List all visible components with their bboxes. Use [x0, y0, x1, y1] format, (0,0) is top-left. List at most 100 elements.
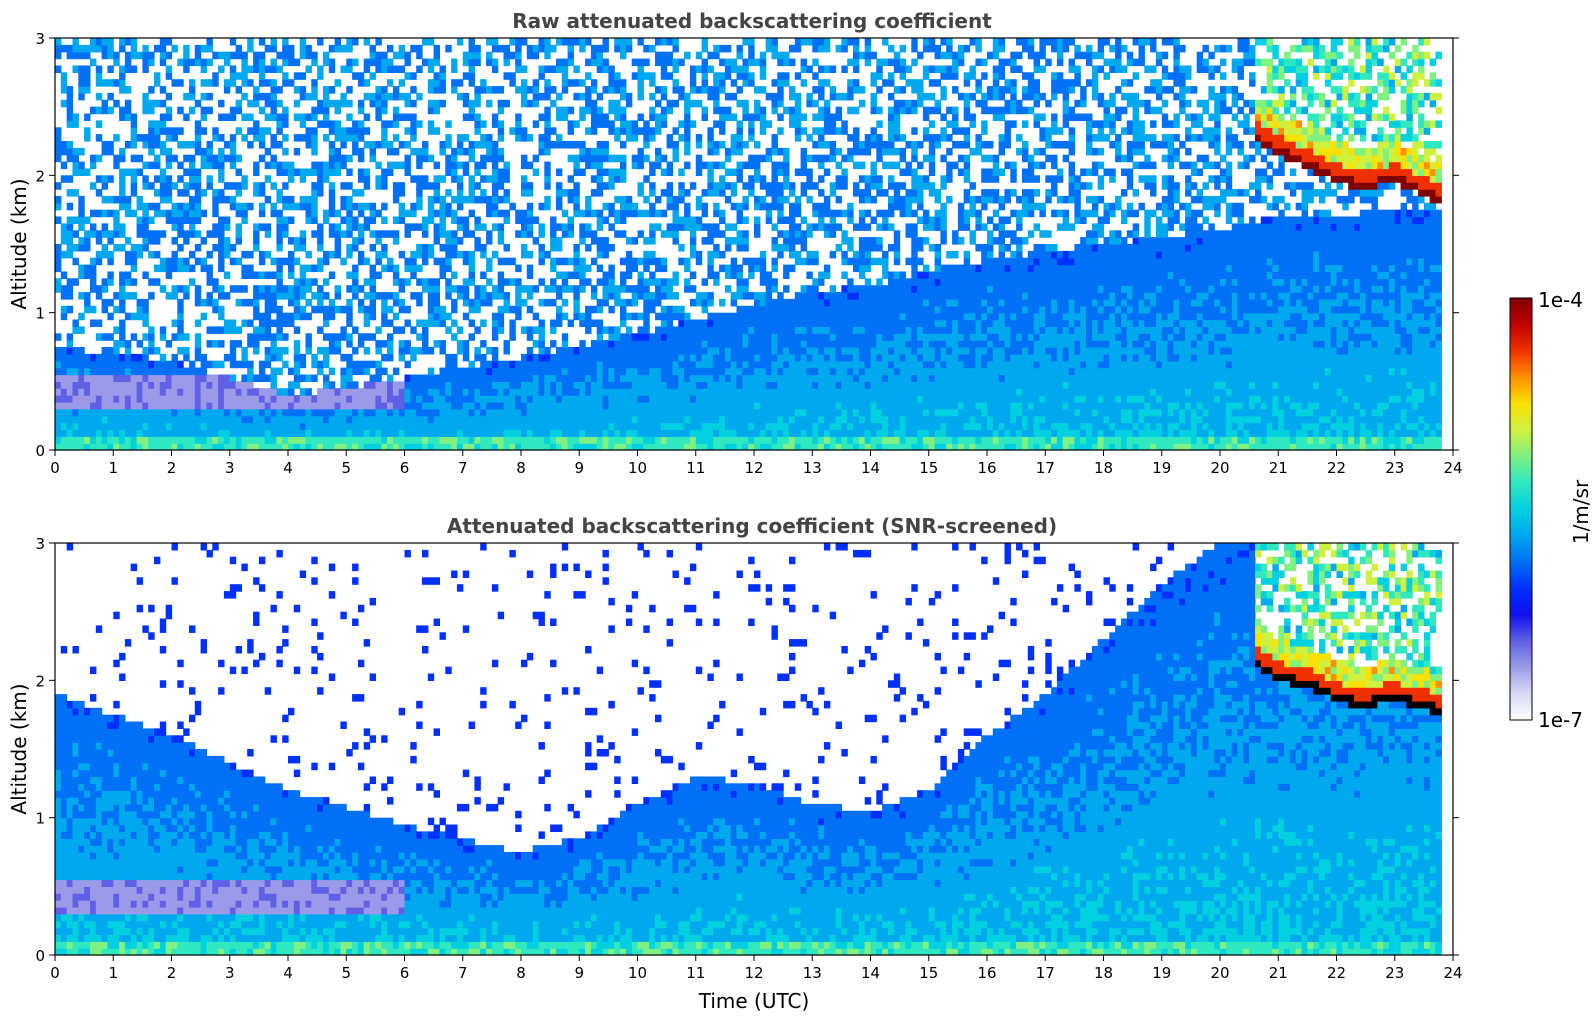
heatmap-cell	[200, 367, 207, 376]
heatmap-cell	[730, 58, 738, 67]
heatmap-cell	[223, 388, 231, 396]
heatmap-cell	[585, 422, 592, 430]
heatmap-cell	[474, 244, 481, 252]
heatmap-cell	[771, 38, 778, 46]
heatmap-cell	[823, 443, 831, 451]
heatmap-cell	[229, 353, 237, 362]
heatmap-cell	[427, 347, 435, 355]
heatmap-cell	[427, 292, 435, 300]
heatmap-cell	[695, 216, 703, 224]
heatmap-cell	[765, 443, 773, 451]
heatmap-cell	[212, 189, 219, 197]
heatmap-cell	[643, 360, 650, 369]
heatmap-cell	[491, 250, 499, 259]
heatmap-cell	[264, 443, 272, 451]
heatmap-cell	[835, 333, 842, 341]
heatmap-cell	[171, 44, 178, 53]
heatmap-cell	[655, 347, 662, 355]
heatmap-cell	[515, 120, 522, 128]
heatmap-cell	[352, 326, 359, 334]
heatmap-cell	[165, 395, 173, 403]
heatmap-cell	[84, 127, 91, 135]
heatmap-cell	[258, 92, 266, 101]
heatmap-cell	[812, 388, 819, 396]
heatmap-cell	[736, 347, 743, 355]
heatmap-cell	[567, 154, 574, 163]
heatmap-cell	[451, 374, 458, 382]
heatmap-cell	[777, 292, 784, 300]
heatmap-cell	[276, 422, 283, 430]
heatmap-cell	[742, 326, 749, 334]
heatmap-cell	[655, 353, 662, 362]
heatmap-cell	[72, 326, 79, 334]
heatmap-cell	[637, 353, 644, 362]
heatmap-cell	[235, 189, 242, 197]
heatmap-cell	[742, 106, 749, 115]
heatmap-cell	[113, 244, 120, 252]
heatmap-cell	[206, 388, 213, 396]
heatmap-cell	[789, 319, 796, 327]
heatmap-cell	[253, 99, 260, 108]
heatmap-cell	[293, 436, 301, 444]
heatmap-cell	[258, 292, 266, 300]
heatmap-cell	[124, 65, 132, 73]
heatmap-cell	[311, 147, 318, 156]
heatmap-cell	[60, 141, 68, 149]
heatmap-cell	[561, 223, 569, 231]
heatmap-cell	[765, 360, 773, 369]
heatmap-cell	[346, 244, 353, 252]
heatmap-cell	[759, 333, 767, 341]
heatmap-cell	[422, 141, 429, 149]
heatmap-cell	[538, 374, 545, 382]
heatmap-cell	[253, 65, 260, 73]
heatmap-cell	[270, 134, 277, 142]
heatmap-cell	[480, 415, 487, 424]
heatmap-cell	[305, 436, 312, 444]
heatmap-cell	[806, 195, 813, 204]
heatmap-cell	[136, 381, 143, 389]
heatmap-cell	[369, 141, 376, 149]
heatmap-cell	[800, 429, 807, 437]
heatmap-cell	[392, 86, 400, 94]
heatmap-cell	[124, 360, 132, 369]
heatmap-cell	[707, 264, 714, 273]
heatmap-cell	[480, 436, 487, 444]
heatmap-cell	[765, 415, 773, 424]
heatmap-cell	[730, 182, 738, 190]
heatmap-cell	[823, 230, 831, 238]
heatmap-cell	[323, 58, 330, 67]
heatmap-cell	[602, 429, 609, 437]
heatmap-cell	[835, 388, 842, 396]
heatmap-cell	[660, 120, 668, 128]
heatmap-cell	[800, 395, 807, 403]
heatmap-cell	[299, 72, 307, 80]
heatmap-cell	[346, 65, 353, 73]
heatmap-cell	[713, 99, 720, 108]
heatmap-cell	[72, 168, 79, 176]
heatmap-cell	[142, 395, 149, 403]
heatmap-cell	[200, 92, 207, 101]
heatmap-cell	[60, 237, 68, 245]
heatmap-cell	[433, 86, 440, 94]
heatmap-cell	[585, 374, 592, 382]
heatmap-cell	[206, 443, 213, 451]
heatmap-cell	[456, 195, 464, 204]
heatmap-cell	[701, 374, 708, 382]
heatmap-cell	[95, 154, 103, 163]
heatmap-cell	[672, 367, 679, 376]
heatmap-cell	[672, 38, 679, 46]
heatmap-cell	[637, 154, 644, 163]
heatmap-cell	[573, 264, 580, 273]
heatmap-cell	[765, 340, 773, 348]
heatmap-cell	[328, 182, 336, 190]
heatmap-cell	[579, 92, 586, 101]
heatmap-cell	[433, 182, 440, 190]
heatmap-cell	[241, 72, 248, 80]
heatmap-cell	[561, 408, 569, 417]
heatmap-cell	[95, 415, 103, 424]
heatmap-cell	[183, 388, 190, 396]
heatmap-cell	[526, 182, 534, 190]
heatmap-cell	[95, 120, 103, 128]
heatmap-cell	[422, 388, 429, 396]
heatmap-cell	[218, 285, 225, 293]
